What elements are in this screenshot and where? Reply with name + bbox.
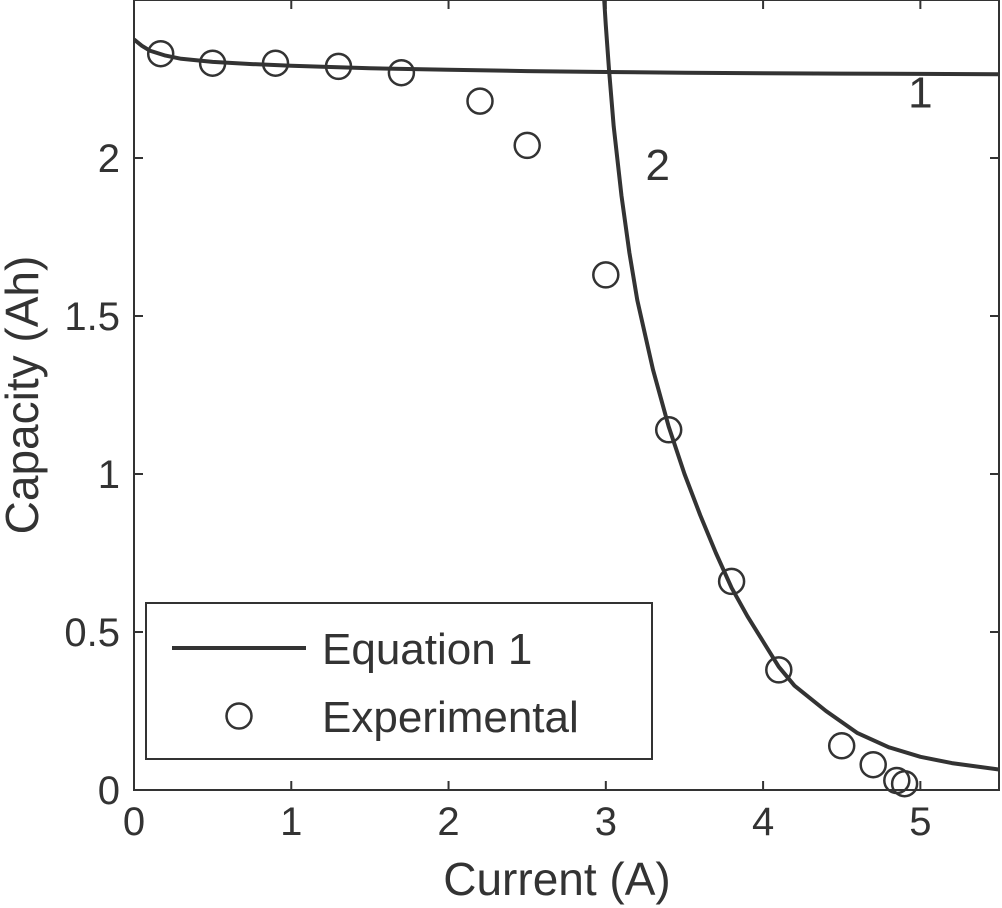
curve-label-2: 2 xyxy=(645,141,669,190)
x-tick-label: 1 xyxy=(280,800,302,844)
x-tick-label: 0 xyxy=(123,800,145,844)
legend-label-experimental: Experimental xyxy=(322,693,579,742)
experimental-point xyxy=(717,567,746,596)
experimental-point xyxy=(324,52,353,81)
curve-labels: 12 xyxy=(645,68,932,190)
experimental-point xyxy=(890,769,919,798)
experimental-point xyxy=(198,49,227,77)
legend-label-equation: Equation 1 xyxy=(322,625,532,674)
y-tick-label: 0 xyxy=(98,769,120,813)
experimental-point xyxy=(654,416,683,444)
legend-box xyxy=(145,602,653,760)
tick-labels: 0 1 2 3 4 5 0 0.5 1 1.5 2 xyxy=(64,137,931,844)
experimental-point xyxy=(592,261,620,289)
y-axis-label: Capacity (Ah) xyxy=(0,256,48,535)
equation-curve-1 xyxy=(134,37,999,77)
curves xyxy=(134,0,999,772)
y-tick-label: 1 xyxy=(98,453,120,497)
experimental-point xyxy=(513,131,541,160)
legend-circle-swatch xyxy=(225,702,253,730)
x-tick-label: 2 xyxy=(437,800,459,844)
y-tick-label: 0.5 xyxy=(64,611,120,655)
experimental-point xyxy=(827,732,856,760)
experimental-point xyxy=(146,39,175,68)
x-tick-label: 5 xyxy=(909,800,931,844)
experimental-point xyxy=(387,58,416,87)
experimental-point xyxy=(466,87,494,115)
curve-label-1: 1 xyxy=(908,68,932,117)
axis-ticks xyxy=(133,0,999,791)
experimental-point xyxy=(261,49,290,77)
legend: Equation 1 Experimental xyxy=(145,602,653,760)
equation-curve-2 xyxy=(602,0,999,772)
y-tick-label: 1.5 xyxy=(64,295,120,339)
y-tick-label: 2 xyxy=(98,137,120,181)
x-tick-label: 4 xyxy=(752,800,774,844)
experimental-point xyxy=(859,750,887,779)
x-axis-label: Current (A) xyxy=(443,853,670,905)
x-tick-label: 3 xyxy=(595,800,617,844)
experimental-point xyxy=(765,656,793,684)
plot-frame xyxy=(133,0,1000,791)
experimental-points xyxy=(146,39,919,798)
